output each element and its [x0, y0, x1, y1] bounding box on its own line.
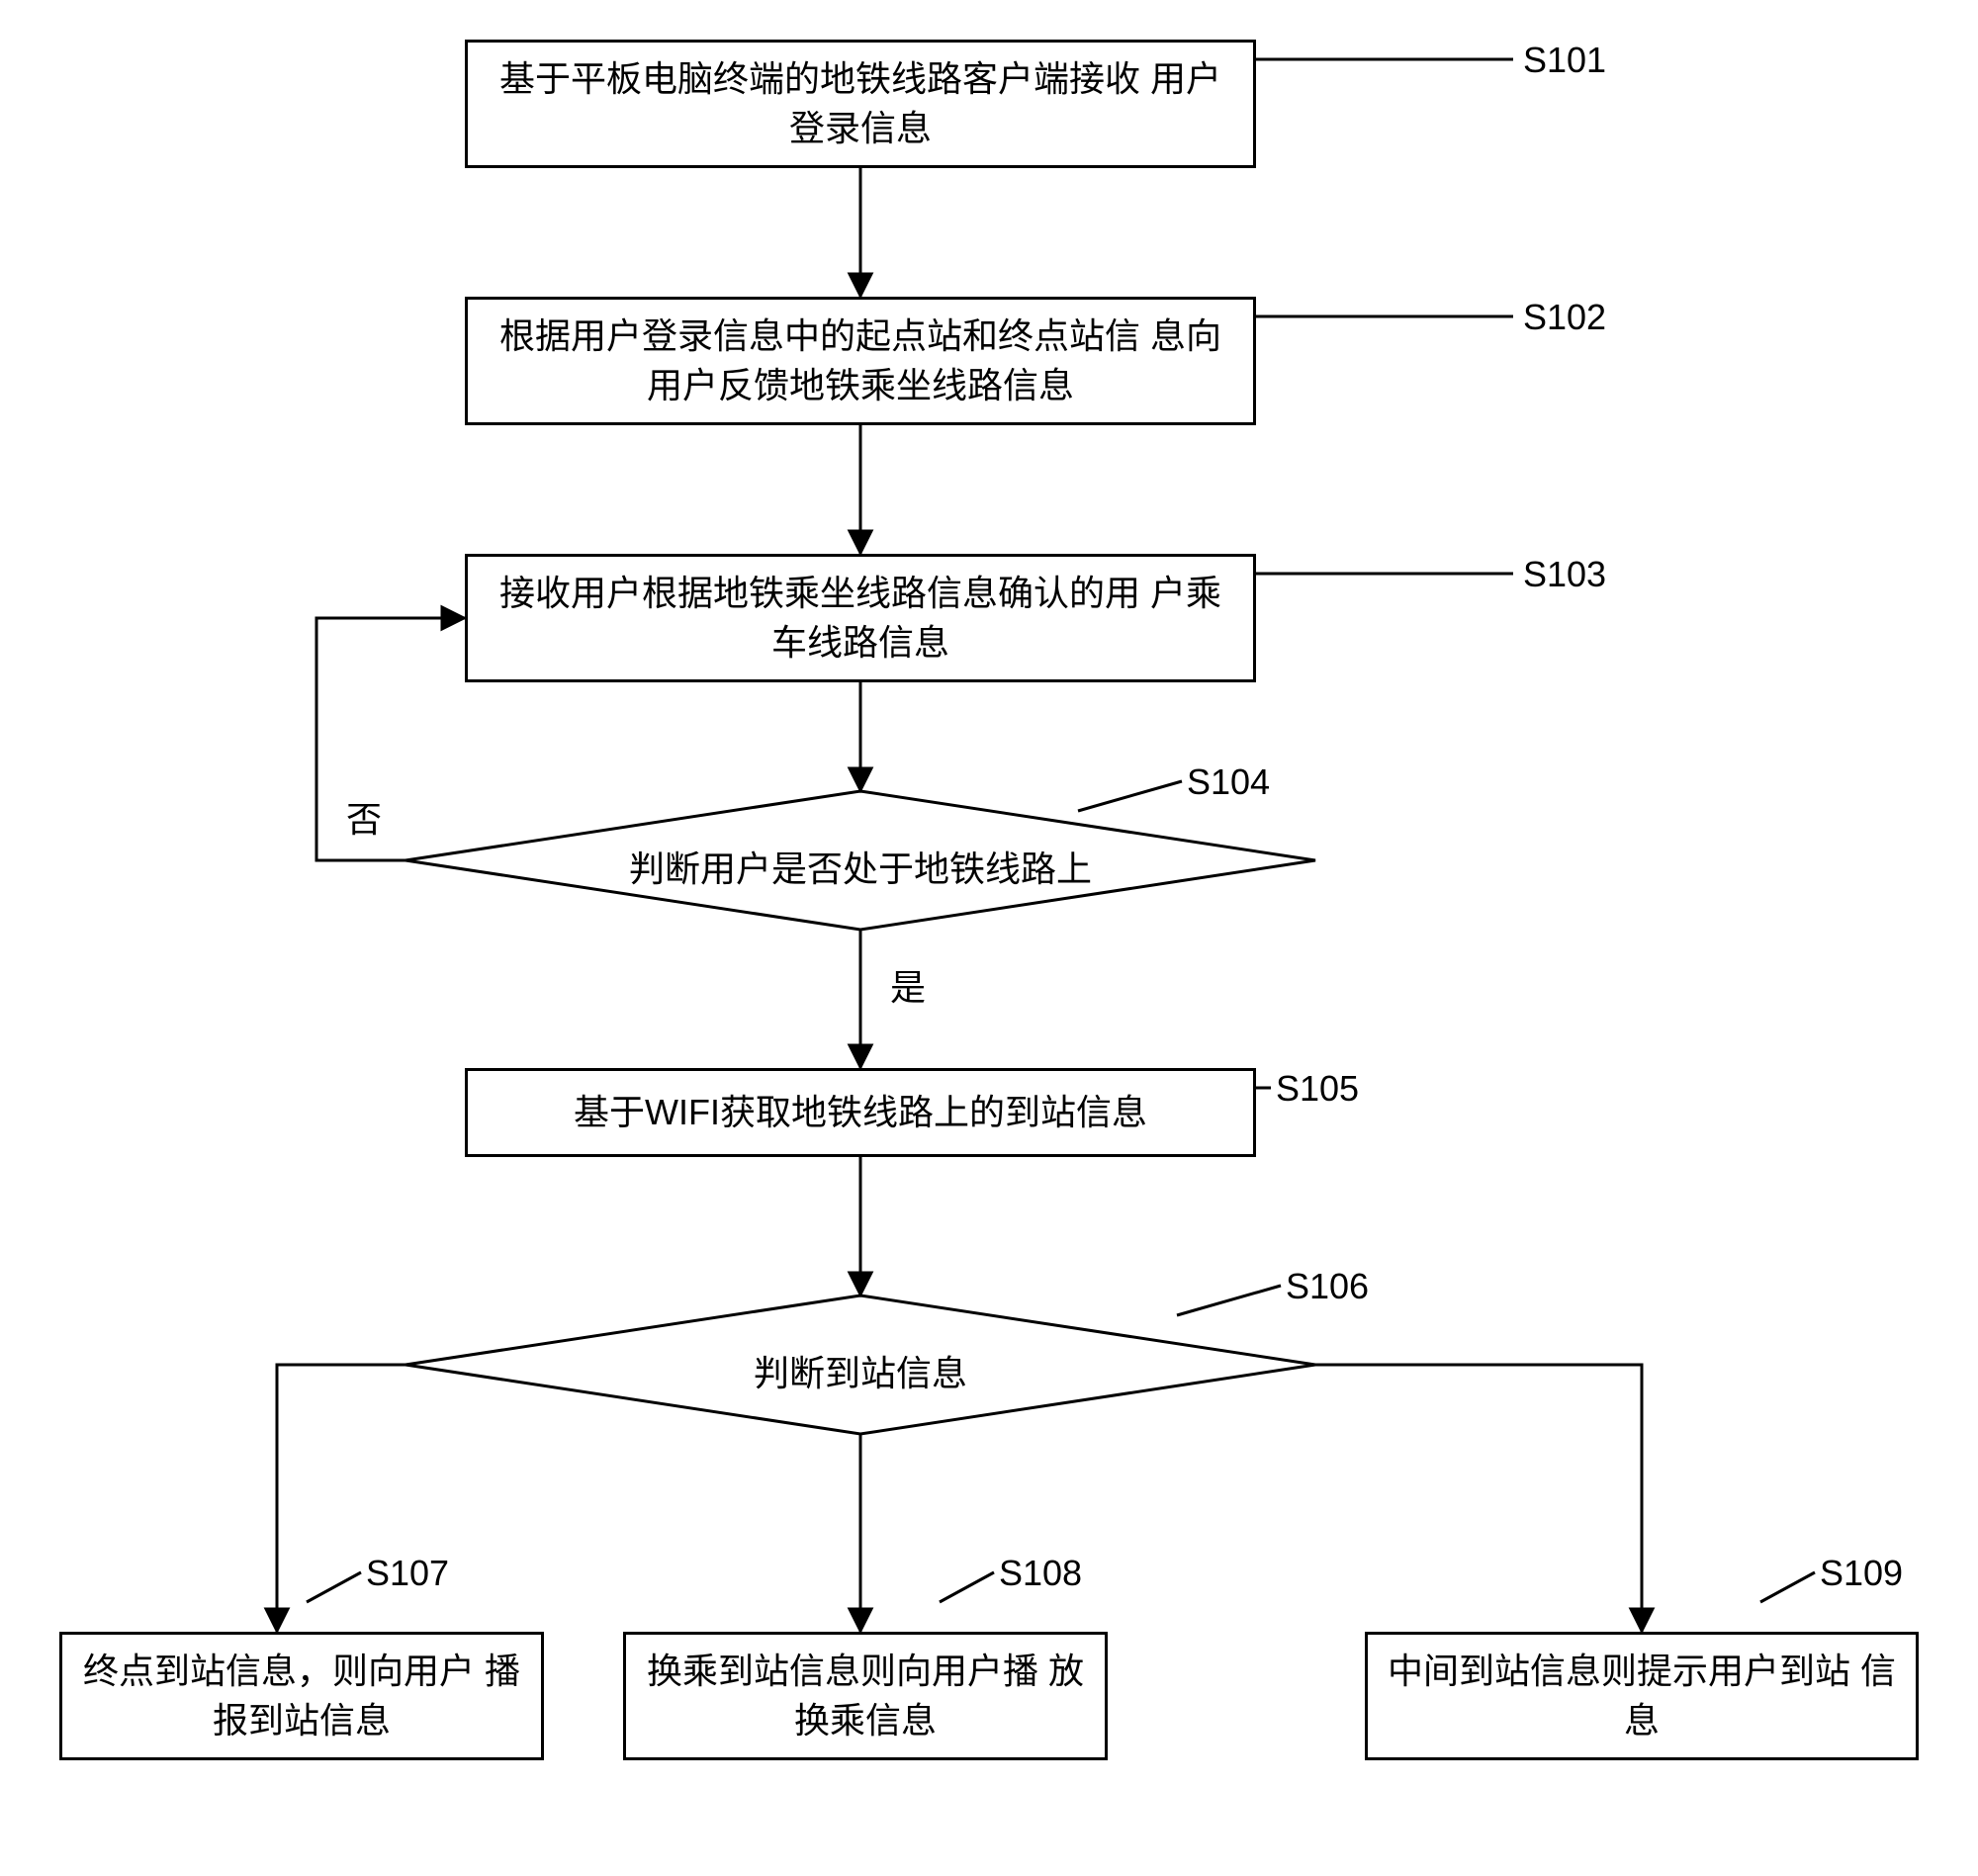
step-label-s103: S103: [1523, 554, 1606, 595]
node-text: 根据用户登录信息中的起点站和终点站信 息向用户反馈地铁乘坐线路信息: [484, 312, 1237, 411]
step-label-s101: S101: [1523, 40, 1606, 81]
node-s104-text: 判断用户是否处于地铁线路上: [584, 841, 1137, 892]
step-label-s106: S106: [1286, 1266, 1369, 1307]
step-label-s109: S109: [1820, 1553, 1903, 1594]
node-text: 换乘到站信息则向用户播 放换乘信息: [642, 1647, 1089, 1746]
node-s106-text: 判断到站信息: [732, 1345, 989, 1396]
step-label-s102: S102: [1523, 297, 1606, 338]
node-text: 中间到站信息则提示用户到站 信息: [1384, 1647, 1900, 1746]
node-s108: 换乘到站信息则向用户播 放换乘信息: [623, 1632, 1108, 1760]
flowchart-canvas: 基于平板电脑终端的地铁线路客户端接收 用户登录信息 根据用户登录信息中的起点站和…: [0, 0, 1978, 1876]
step-label-s104: S104: [1187, 761, 1270, 803]
node-s107: 终点到站信息，则向用户 播报到站信息: [59, 1632, 544, 1760]
branch-yes: 是: [890, 959, 926, 1011]
node-text: 接收用户根据地铁乘坐线路信息确认的用 户乘车线路信息: [484, 569, 1237, 669]
node-s102: 根据用户登录信息中的起点站和终点站信 息向用户反馈地铁乘坐线路信息: [465, 297, 1256, 425]
node-s109: 中间到站信息则提示用户到站 信息: [1365, 1632, 1919, 1760]
node-s101: 基于平板电脑终端的地铁线路客户端接收 用户登录信息: [465, 40, 1256, 168]
node-text: 判断到站信息: [754, 1353, 967, 1393]
step-label-s107: S107: [366, 1553, 449, 1594]
node-text: 终点到站信息，则向用户 播报到站信息: [78, 1647, 525, 1746]
node-s103: 接收用户根据地铁乘坐线路信息确认的用 户乘车线路信息: [465, 554, 1256, 682]
branch-no: 否: [346, 791, 382, 843]
node-s105: 基于WIFI获取地铁线路上的到站信息: [465, 1068, 1256, 1157]
step-label-s108: S108: [999, 1553, 1082, 1594]
node-text: 基于平板电脑终端的地铁线路客户端接收 用户登录信息: [484, 54, 1237, 154]
step-label-s105: S105: [1276, 1068, 1359, 1110]
flow-lines: [0, 0, 1978, 1876]
node-text: 判断用户是否处于地铁线路上: [629, 849, 1092, 889]
node-text: 基于WIFI获取地铁线路上的到站信息: [574, 1088, 1147, 1137]
